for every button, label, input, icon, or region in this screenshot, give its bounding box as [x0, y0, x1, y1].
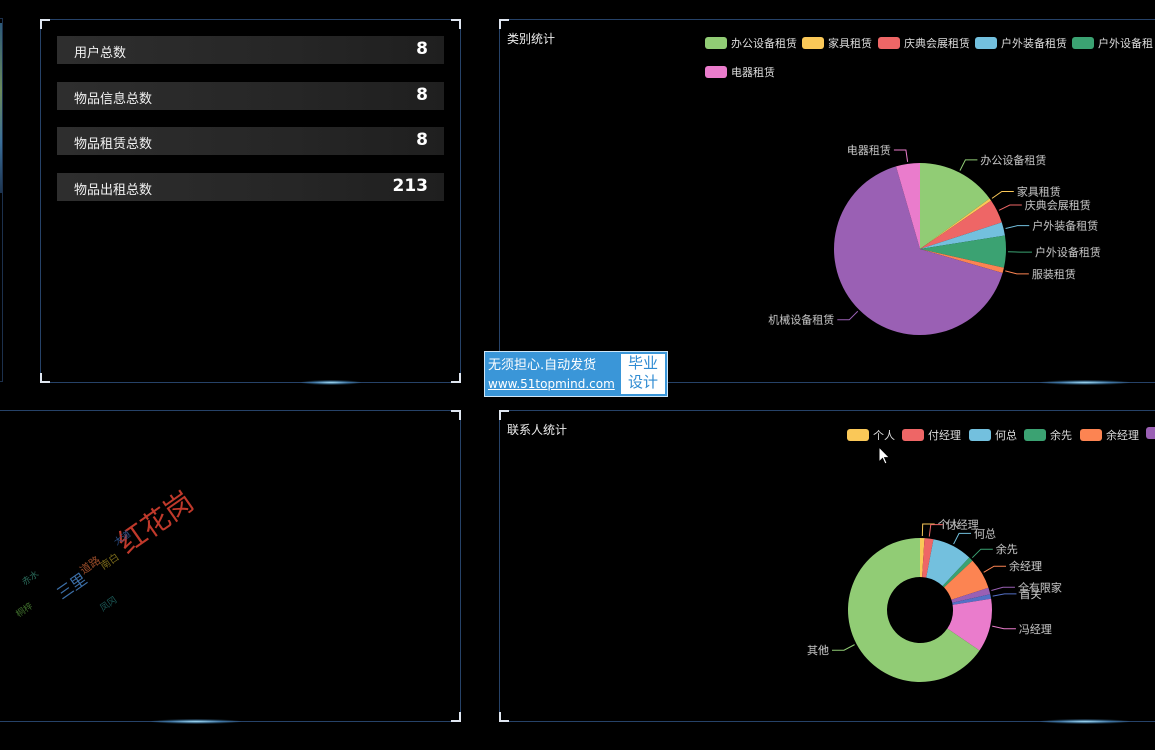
legend-label: 何总 — [995, 429, 1017, 442]
panel-title: 联系人统计 — [507, 423, 568, 437]
corner-decoration — [40, 19, 50, 29]
left-edge-panel-top — [0, 18, 3, 382]
glow-decoration — [151, 719, 241, 724]
word-cloud-word: 桐梓 — [14, 601, 36, 620]
glow-decoration — [301, 380, 361, 385]
legend-item[interactable]: 余经理 — [1080, 427, 1139, 443]
ad-url-link[interactable]: www.51topmind.com — [488, 377, 615, 391]
legend-item[interactable]: 个人 — [847, 427, 895, 443]
ad-banner[interactable]: 无须担心.自动发货 www.51topmind.com 毕业 设计 — [484, 351, 668, 397]
legend-label: 电器租赁 — [731, 66, 775, 79]
corner-decoration — [451, 373, 461, 383]
stat-row-items: 物品信息总数 8 — [57, 82, 444, 110]
legend-swatch — [975, 37, 997, 49]
stat-value: 8 — [416, 39, 428, 59]
word-cloud-word: 凤冈 — [98, 595, 120, 614]
stat-row-users: 用户总数 8 — [57, 36, 444, 64]
glow-decoration — [1040, 380, 1130, 385]
legend-label: 余经理 — [1106, 429, 1139, 442]
word-cloud: 红花岗 三里 道路 南白 大道 赤水 桐梓 凤冈 — [0, 411, 462, 723]
stat-label: 用户总数 — [74, 46, 127, 61]
stat-value: 8 — [416, 130, 428, 150]
corner-decoration — [40, 373, 50, 383]
legend-swatch — [1146, 427, 1155, 439]
corner-decoration — [499, 19, 509, 29]
legend-label: 付经理 — [928, 429, 961, 442]
stat-label: 物品租赁总数 — [74, 137, 153, 152]
word-cloud-word: 南白 — [98, 551, 122, 573]
legend-item[interactable] — [1146, 427, 1155, 440]
category-chart-panel: 类别统计 办公设备租赁 家具租赁 庆典会展租赁 户外装备租赁 户外设备租 电器租… — [499, 19, 1155, 385]
legend-label: 户外设备租 — [1098, 37, 1153, 50]
legend-swatch — [705, 66, 727, 78]
legend-swatch — [802, 37, 824, 49]
stat-value: 8 — [416, 85, 428, 105]
stats-panel: 用户总数 8 物品信息总数 8 物品租赁总数 8 物品出租总数 213 — [40, 19, 461, 385]
legend-item[interactable]: 户外装备租赁 — [975, 35, 1067, 51]
legend-item[interactable]: 余先 — [1024, 427, 1072, 443]
legend-label: 余先 — [1050, 429, 1072, 442]
legend-swatch — [1072, 37, 1094, 49]
ad-badge-line: 设计 — [627, 373, 658, 391]
stat-row-rentals: 物品租赁总数 8 — [57, 127, 444, 155]
legend-item[interactable]: 办公设备租赁 — [705, 35, 797, 51]
legend-swatch — [1080, 429, 1102, 441]
legend-item[interactable]: 付经理 — [902, 427, 961, 443]
legend-label: 个人 — [873, 429, 895, 442]
legend-label: 庆典会展租赁 — [904, 37, 970, 50]
panel-title: 类别统计 — [507, 32, 556, 46]
ad-badge: 毕业 设计 — [621, 354, 665, 394]
word-cloud-panel: 红花岗 三里 道路 南白 大道 赤水 桐梓 凤冈 — [0, 410, 462, 724]
legend-label: 办公设备租赁 — [731, 37, 797, 50]
legend-item[interactable]: 何总 — [969, 427, 1017, 443]
legend-swatch — [705, 37, 727, 49]
legend-item[interactable]: 户外设备租 — [1072, 35, 1153, 51]
legend-swatch — [847, 429, 869, 441]
legend-item[interactable]: 家具租赁 — [802, 35, 872, 51]
glow-decoration — [1040, 719, 1130, 724]
legend-swatch — [902, 429, 924, 441]
legend-swatch — [969, 429, 991, 441]
ad-badge-line: 毕业 — [627, 354, 658, 372]
ad-slogan: 无须担心.自动发货 — [488, 358, 597, 373]
legend-label: 户外装备租赁 — [1001, 37, 1067, 50]
stat-label: 物品出租总数 — [74, 183, 153, 198]
stat-value: 213 — [392, 176, 429, 196]
word-cloud-word: 红花岗 — [111, 484, 200, 561]
corner-decoration — [451, 712, 461, 722]
legend-item[interactable]: 电器租赁 — [705, 64, 775, 80]
corner-decoration — [499, 712, 509, 722]
contact-chart-panel: 联系人统计 个人 付经理 何总 余先 余经理 — [499, 410, 1155, 724]
legend-label: 家具租赁 — [828, 37, 872, 50]
legend-item[interactable]: 庆典会展租赁 — [878, 35, 970, 51]
corner-decoration — [499, 410, 509, 420]
legend-swatch — [878, 37, 900, 49]
stat-label: 物品信息总数 — [74, 92, 153, 107]
mouse-cursor-icon — [878, 446, 891, 465]
stat-row-leases: 物品出租总数 213 — [57, 173, 444, 201]
legend-swatch — [1024, 429, 1046, 441]
word-cloud-word: 赤水 — [20, 569, 42, 588]
ad-text: 无须担心.自动发货 www.51topmind.com — [488, 356, 615, 394]
corner-decoration — [451, 19, 461, 29]
corner-decoration — [451, 410, 461, 420]
left-edge-thumbnail — [0, 23, 2, 193]
